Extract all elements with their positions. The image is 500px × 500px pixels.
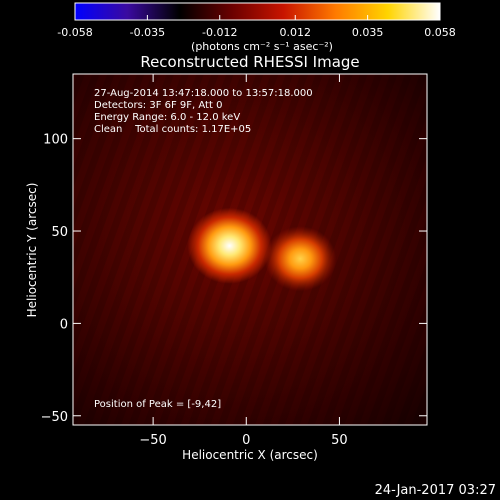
x-axis-ticks: −50 0 50 bbox=[139, 74, 348, 448]
x-tick-label: 50 bbox=[331, 433, 348, 448]
y-tick-label: 0 bbox=[60, 317, 68, 332]
y-axis-ticks: −50 0 50 100 bbox=[41, 133, 427, 425]
colorbar-tick-label: 0.035 bbox=[352, 26, 384, 39]
plot-area: −50 0 50 −50 0 50 100 27-Aug-2014 13:47:18.00… bbox=[41, 73, 428, 448]
annotation-block: 27-Aug-2014 13:47:18.000 to 13:57:18.000… bbox=[94, 88, 313, 135]
emission-source-2 bbox=[264, 226, 337, 292]
y-tick-label: 100 bbox=[43, 133, 68, 148]
annotation-counts: Clean Total counts: 1.17E+05 bbox=[94, 124, 251, 135]
colorbar-tick-label: -0.035 bbox=[130, 26, 165, 39]
chart-title: Reconstructed RHESSI Image bbox=[140, 53, 359, 71]
y-tick-label: 50 bbox=[51, 225, 68, 240]
image-layer bbox=[73, 74, 427, 425]
colorbar-ticks: -0.058 -0.035 -0.012 0.012 0.035 0.058 bbox=[57, 15, 456, 39]
plot-frame bbox=[72, 73, 428, 426]
colorbar-unit-label: (photons cm⁻² s⁻¹ asec⁻²) bbox=[191, 40, 333, 53]
x-axis-label: Heliocentric X (arcsec) bbox=[182, 448, 318, 462]
peak-position-label: Position of Peak = [-9,42] bbox=[94, 399, 221, 410]
colorbar-tick-label: 0.058 bbox=[424, 26, 456, 39]
x-tick-label: 0 bbox=[242, 433, 250, 448]
colorbar-tick-label: -0.058 bbox=[57, 26, 92, 39]
y-axis-label: Heliocentric Y (arcsec) bbox=[25, 183, 39, 318]
emission-source-1 bbox=[187, 207, 272, 284]
footer-timestamp: 24-Jan-2017 03:27 bbox=[375, 483, 496, 498]
colorbar-tick-label: 0.012 bbox=[280, 26, 312, 39]
annotation-detectors: Detectors: 3F 6F 9F, Att 0 bbox=[94, 100, 222, 111]
colorbar-tick-label: -0.012 bbox=[202, 26, 237, 39]
annotation-energy-range: Energy Range: 6.0 - 12.0 keV bbox=[94, 112, 240, 123]
colorbar: -0.058 -0.035 -0.012 0.012 0.035 0.058 (photo… bbox=[57, 2, 456, 53]
annotation-time-range: 27-Aug-2014 13:47:18.000 to 13:57:18.000 bbox=[94, 88, 313, 99]
colorbar-gradient bbox=[74, 2, 441, 21]
x-tick-label: −50 bbox=[139, 433, 166, 448]
y-tick-label: −50 bbox=[41, 410, 68, 425]
